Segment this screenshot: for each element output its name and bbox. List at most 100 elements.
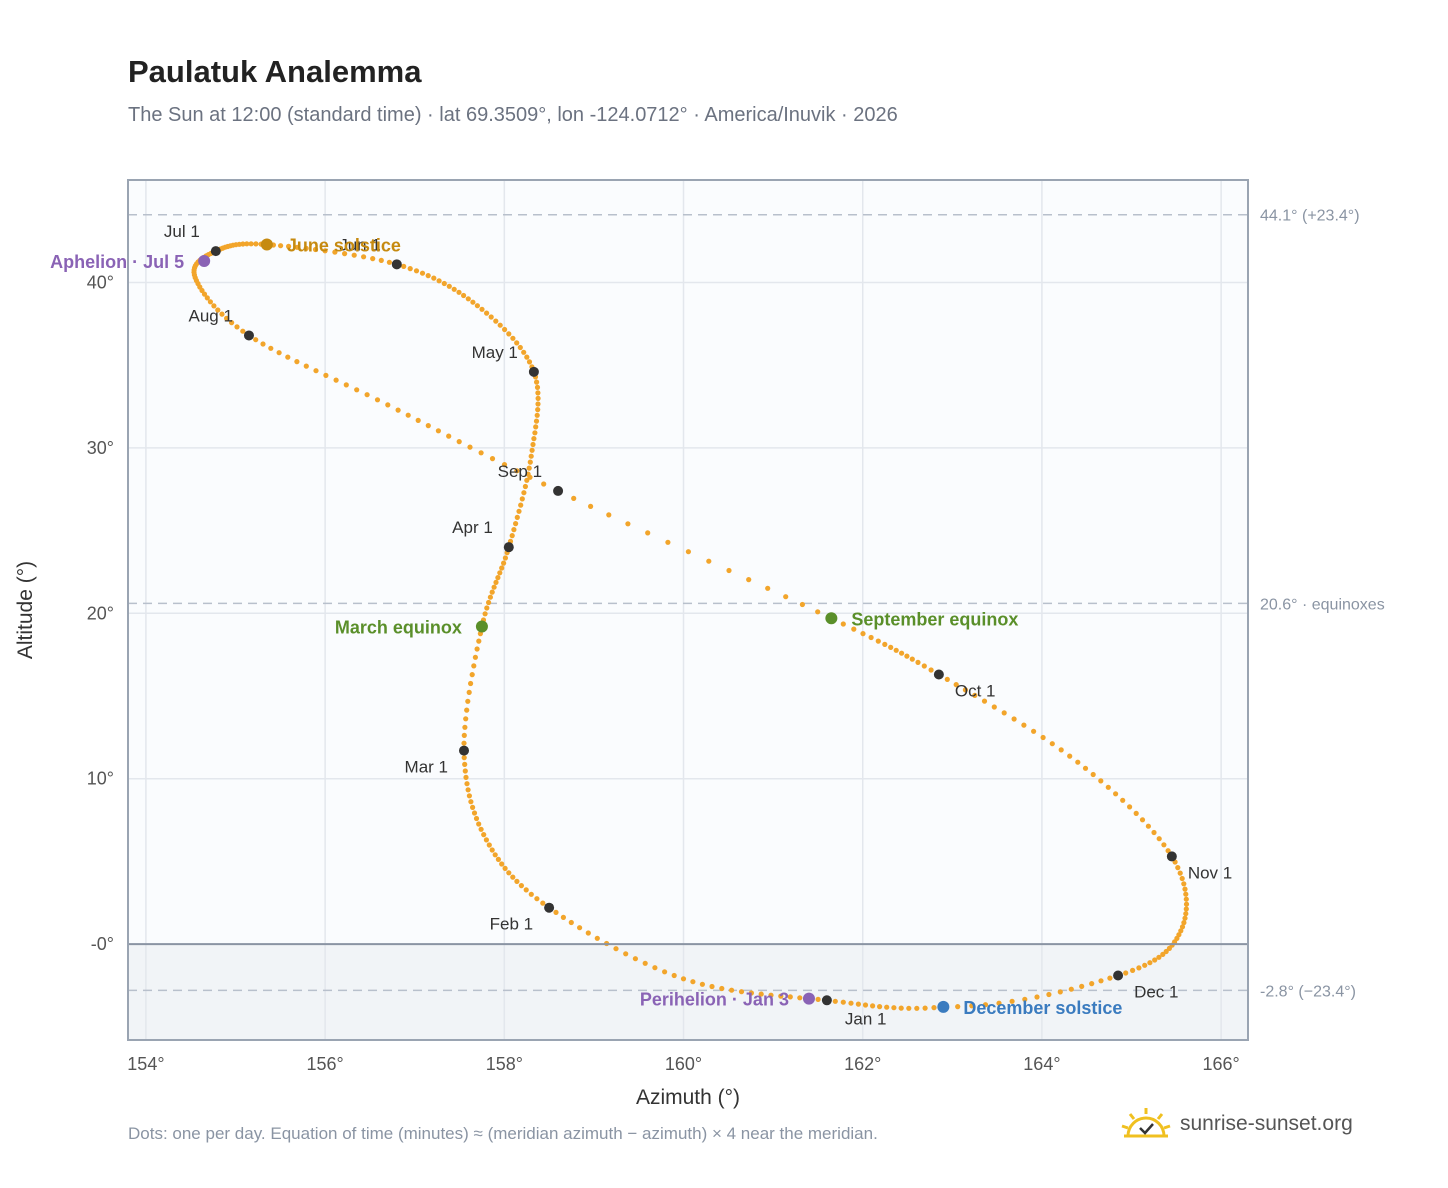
daily-sun-dot — [481, 832, 487, 838]
daily-sun-dot — [1011, 716, 1017, 722]
daily-sun-dot — [488, 314, 494, 320]
event-marker — [260, 238, 273, 251]
daily-sun-dot — [497, 570, 503, 576]
daily-sun-dot — [1130, 967, 1136, 974]
daily-sun-dot — [473, 815, 480, 822]
reference-line-label: 44.1° (+23.4°) — [1260, 208, 1360, 225]
x-tick-label: 166° — [1203, 1054, 1240, 1074]
daily-sun-dot — [671, 972, 677, 979]
month-marker-label: Feb 1 — [490, 915, 533, 934]
daily-sun-dot — [464, 707, 470, 713]
daily-sun-dot — [461, 755, 467, 761]
daily-sun-dot — [1067, 753, 1073, 759]
daily-sun-dot — [877, 1004, 883, 1010]
month-marker-label: Nov 1 — [1188, 863, 1232, 882]
daily-sun-dot — [378, 257, 384, 263]
daily-sun-dot — [891, 1005, 897, 1011]
daily-sun-dot — [642, 960, 648, 966]
month-marker-label: Jan 1 — [845, 1009, 887, 1028]
daily-sun-dot — [524, 354, 530, 360]
daily-sun-dot — [489, 847, 495, 853]
daily-sun-dot — [1163, 948, 1169, 955]
daily-sun-dot — [470, 804, 476, 811]
footnote: Dots: one per day. Equation of time (min… — [128, 1124, 878, 1143]
daily-sun-dot — [483, 837, 489, 843]
daily-sun-dot — [690, 979, 696, 985]
daily-sun-dot — [606, 512, 612, 518]
daily-sun-dot — [1151, 829, 1157, 836]
month-marker-label: Sep 1 — [498, 462, 542, 481]
daily-sun-dot — [351, 252, 357, 258]
sun-logo-icon — [1121, 1108, 1171, 1138]
daily-sun-dot — [401, 263, 407, 269]
event-label: December solstice — [963, 998, 1122, 1018]
daily-sun-dot — [441, 280, 447, 287]
daily-sun-dot — [1049, 741, 1055, 747]
daily-sun-dot — [514, 514, 520, 521]
daily-sun-dot — [476, 638, 482, 644]
daily-sun-dot — [260, 341, 266, 347]
daily-sun-dot — [535, 395, 541, 401]
daily-sun-dot — [862, 1002, 869, 1008]
daily-sun-dot — [474, 303, 480, 309]
daily-sun-dot — [495, 856, 501, 863]
daily-sun-dot — [1183, 911, 1189, 917]
daily-sun-dot — [219, 311, 225, 317]
daily-sun-dot — [461, 732, 467, 739]
daily-sun-dot — [253, 337, 259, 343]
daily-sun-dot — [560, 914, 567, 921]
daily-sun-dot — [706, 558, 712, 564]
daily-sun-dot — [1022, 996, 1028, 1002]
daily-sun-dot — [571, 495, 577, 501]
daily-sun-dot — [253, 241, 259, 247]
daily-sun-dot — [888, 644, 894, 651]
daily-sun-dot — [870, 1003, 876, 1009]
daily-sun-dot — [509, 533, 515, 539]
daily-sun-dot — [514, 468, 520, 474]
daily-sun-dot — [484, 605, 490, 611]
daily-sun-dot — [1098, 978, 1104, 984]
x-tick-label: 160° — [665, 1054, 702, 1074]
daily-sun-dot — [499, 565, 505, 571]
daily-sun-dot — [374, 397, 381, 403]
daily-sun-dot — [446, 283, 452, 289]
y-tick-label: -0° — [91, 934, 114, 954]
x-tick-label: 154° — [127, 1054, 164, 1074]
x-axis-label: Azimuth (°) — [636, 1086, 740, 1109]
daily-sun-dot — [783, 594, 789, 600]
daily-sun-dot — [486, 599, 492, 606]
daily-sun-dot — [738, 989, 745, 995]
daily-sun-dot — [385, 402, 391, 408]
brand[interactable]: sunrise-sunset.org — [1120, 1104, 1353, 1144]
daily-sun-dot — [1068, 986, 1074, 992]
daily-sun-dot — [499, 861, 505, 867]
event-label: March equinox — [335, 618, 462, 638]
event-marker — [802, 992, 815, 1005]
daily-sun-dot — [922, 1005, 928, 1011]
daily-sun-dot — [530, 441, 536, 448]
daily-sun-dot — [342, 251, 348, 257]
daily-sun-dot — [370, 256, 376, 262]
month-marker — [503, 542, 514, 553]
daily-sun-dot — [425, 273, 431, 279]
brand-text: sunrise-sunset.org — [1180, 1112, 1353, 1135]
daily-sun-dot — [1160, 951, 1166, 958]
daily-sun-dot — [1139, 817, 1146, 823]
daily-sun-dot — [719, 985, 725, 992]
daily-sun-dot — [768, 992, 774, 998]
daily-sun-dot — [332, 249, 338, 255]
y-axis-label: Altitude (°) — [14, 561, 37, 659]
daily-sun-dot — [519, 496, 525, 502]
daily-sun-dot — [472, 654, 478, 660]
daily-sun-dot — [211, 303, 217, 309]
daily-sun-dot — [361, 254, 367, 260]
daily-sun-dot — [758, 991, 764, 997]
daily-sun-dot — [244, 241, 250, 247]
daily-sun-dot — [1183, 896, 1189, 902]
daily-sun-dot — [474, 646, 480, 652]
x-tick-label: 162° — [844, 1054, 881, 1074]
daily-sun-dot — [1179, 924, 1186, 930]
daily-sun-dot — [518, 502, 524, 508]
event-label: Aphelion · Jul 5 — [50, 252, 184, 272]
daily-sun-dot — [613, 946, 619, 952]
